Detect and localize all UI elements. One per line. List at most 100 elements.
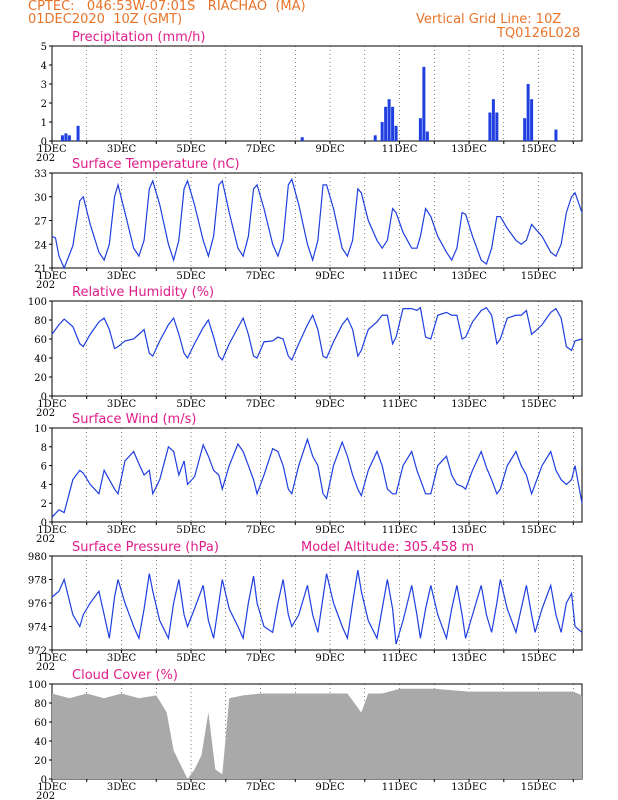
precip-bar xyxy=(391,106,395,141)
x-tick-label: 11DEC xyxy=(382,653,418,664)
x-tick-label: 11DEC xyxy=(382,271,418,282)
y-tick-label: 100 xyxy=(28,680,47,691)
y-tick-label: 40 xyxy=(34,354,47,365)
series-line xyxy=(51,437,583,518)
y-tick-label: 0 xyxy=(41,775,47,786)
x-tick-label: 11DEC xyxy=(382,144,418,155)
precip-bar xyxy=(76,125,80,141)
precip-bar xyxy=(523,118,527,141)
panel-title: Surface Pressure (hPa) xyxy=(72,540,219,555)
y-tick-label: 2 xyxy=(41,499,47,510)
series-line xyxy=(51,306,583,361)
y-tick-label: 80 xyxy=(34,699,47,710)
x-tick-label: 1DEC xyxy=(37,144,67,155)
x-tick-label: 15DEC xyxy=(521,399,557,410)
header-station: CPTEC: 046:53W-07:01S RIACHAO (MA) xyxy=(28,0,306,14)
x-tick-label: 9DEC xyxy=(315,782,345,793)
y-tick-label: 3 xyxy=(41,80,47,91)
x-tick-label: 13DEC xyxy=(451,399,487,410)
y-tick-label: 21 xyxy=(34,264,47,275)
x-tick-label: 5DEC xyxy=(176,653,206,664)
header-grid-note: Vertical Grid Line: 10Z xyxy=(416,12,562,27)
x-tick-label: 7DEC xyxy=(246,525,276,536)
x-tick-label: 3DEC xyxy=(107,525,137,536)
x-tick-label: 7DEC xyxy=(246,399,276,410)
precip-bar xyxy=(384,106,388,141)
x-tick-year-fragment: 202 xyxy=(36,534,55,545)
y-tick-label: 0 xyxy=(41,392,47,403)
x-tick-label: 9DEC xyxy=(315,271,345,282)
precip-bar xyxy=(495,112,499,141)
precip-bar xyxy=(67,135,71,141)
series-line xyxy=(51,177,583,270)
precip-bar xyxy=(64,133,68,141)
precip-bar xyxy=(394,125,398,141)
precip-bar xyxy=(300,137,304,141)
panel-frame xyxy=(51,427,583,523)
precip-bar xyxy=(380,122,384,141)
header-model-id: TQ0126L028 xyxy=(497,26,581,41)
y-tick-label: 10 xyxy=(34,424,47,435)
panel-title: Precipitation (mm/h) xyxy=(72,30,205,45)
x-tick-label: 7DEC xyxy=(246,144,276,155)
x-tick-label: 15DEC xyxy=(521,782,557,793)
precip-bar xyxy=(373,135,377,141)
precip-bar xyxy=(554,129,558,141)
y-tick-label: 0 xyxy=(41,518,47,529)
precip-bar xyxy=(530,99,534,141)
x-tick-label: 9DEC xyxy=(315,525,345,536)
x-tick-label: 1DEC xyxy=(37,525,67,536)
precip-bar xyxy=(387,99,391,141)
x-tick-label: 1DEC xyxy=(37,271,67,282)
y-tick-label: 40 xyxy=(34,737,47,748)
y-tick-label: 60 xyxy=(34,718,47,729)
x-tick-label: 5DEC xyxy=(176,525,206,536)
x-tick-label: 1DEC xyxy=(37,399,67,410)
x-tick-label: 3DEC xyxy=(107,144,137,155)
x-tick-label: 13DEC xyxy=(451,525,487,536)
series-line xyxy=(51,570,583,645)
x-tick-label: 13DEC xyxy=(451,653,487,664)
x-tick-label: 7DEC xyxy=(246,782,276,793)
x-tick-label: 11DEC xyxy=(382,399,418,410)
x-tick-label: 7DEC xyxy=(246,653,276,664)
precip-bar xyxy=(526,84,530,141)
y-tick-label: 0 xyxy=(41,137,47,148)
x-tick-label: 5DEC xyxy=(176,144,206,155)
y-tick-label: 100 xyxy=(28,297,47,308)
y-tick-label: 8 xyxy=(41,443,47,454)
y-tick-label: 80 xyxy=(34,316,47,327)
panel-frame xyxy=(51,45,583,142)
y-tick-label: 5 xyxy=(41,42,47,53)
x-tick-label: 3DEC xyxy=(107,399,137,410)
panel-title: Surface Wind (m/s) xyxy=(72,412,196,427)
y-tick-label: 974 xyxy=(28,623,47,634)
y-tick-label: 4 xyxy=(41,480,47,491)
x-tick-label: 1DEC xyxy=(37,782,67,793)
precip-bar xyxy=(418,118,422,141)
precip-bar xyxy=(422,66,426,141)
y-tick-label: 980 xyxy=(28,552,47,563)
precip-bar xyxy=(425,131,429,141)
x-tick-label: 15DEC xyxy=(521,271,557,282)
x-tick-label: 7DEC xyxy=(246,271,276,282)
panel-title: Relative Humidity (%) xyxy=(72,285,214,300)
y-tick-label: 20 xyxy=(34,373,47,384)
x-tick-year-fragment: 202 xyxy=(36,662,55,673)
y-tick-label: 978 xyxy=(28,576,47,587)
y-tick-label: 33 xyxy=(34,169,47,180)
x-tick-year-fragment: 202 xyxy=(36,280,55,291)
x-tick-year-fragment: 202 xyxy=(36,791,55,800)
x-tick-label: 9DEC xyxy=(315,653,345,664)
precip-bar xyxy=(488,112,492,141)
y-tick-label: 976 xyxy=(28,599,47,610)
x-tick-label: 3DEC xyxy=(107,271,137,282)
precip-bar xyxy=(60,135,64,141)
precip-bar xyxy=(491,99,495,141)
x-tick-label: 1DEC xyxy=(37,653,67,664)
x-tick-label: 15DEC xyxy=(521,525,557,536)
x-tick-label: 13DEC xyxy=(451,271,487,282)
x-tick-label: 5DEC xyxy=(176,782,206,793)
panel-frame xyxy=(51,555,583,651)
